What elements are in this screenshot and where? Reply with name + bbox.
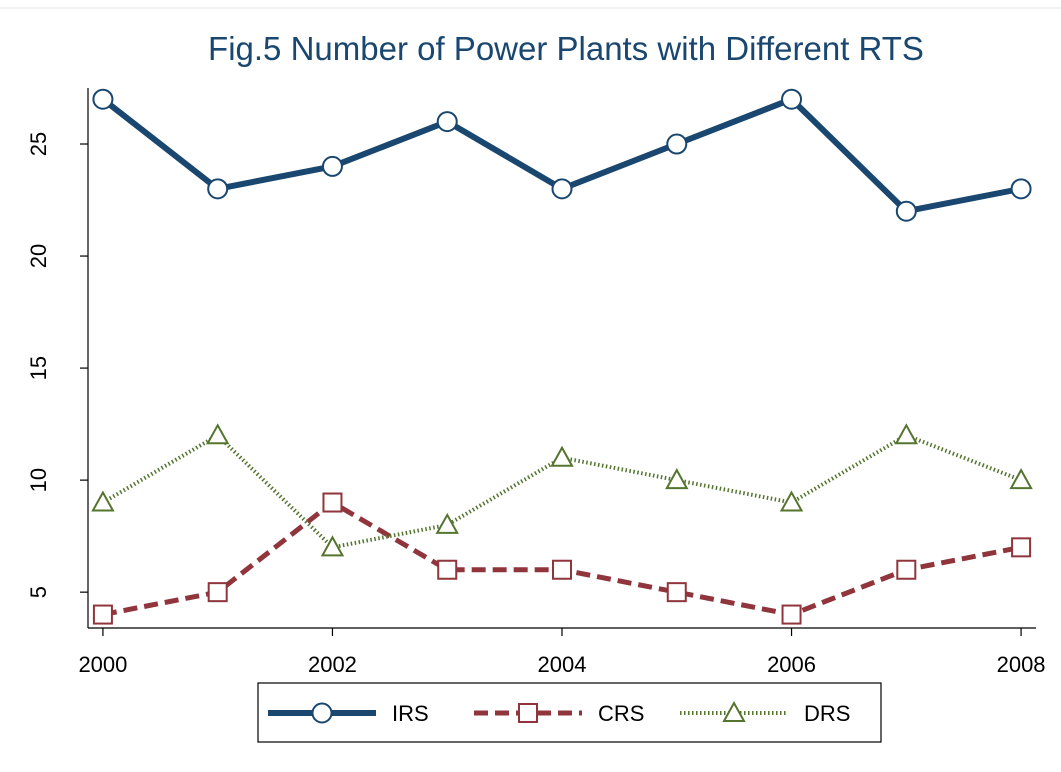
data-point — [1011, 537, 1032, 558]
data-point — [1010, 178, 1032, 200]
legend-marker — [311, 702, 333, 724]
data-point — [92, 88, 114, 110]
y-tick-label: 15 — [26, 356, 51, 380]
data-point — [552, 559, 572, 580]
x-tick-label: 2004 — [538, 652, 587, 677]
legend-marker — [722, 700, 746, 722]
legend-label: IRS — [392, 701, 429, 726]
legend-label: DRS — [804, 701, 850, 726]
data-point — [91, 490, 115, 512]
data-point — [551, 178, 573, 200]
data-point — [781, 88, 803, 110]
data-point — [207, 178, 229, 200]
y-tick-label: 10 — [26, 468, 51, 492]
data-point — [205, 423, 230, 445]
data-point — [894, 423, 919, 445]
data-point — [92, 604, 113, 625]
y-tick-label: 25 — [26, 132, 51, 156]
data-point — [666, 582, 687, 603]
chart-title: Fig.5 Number of Power Plants with Differ… — [208, 30, 924, 67]
data-point — [781, 604, 802, 625]
data-point — [895, 200, 917, 222]
data-point — [322, 492, 343, 513]
legend-marker — [518, 703, 538, 723]
data-point — [320, 535, 345, 557]
data-point — [550, 445, 574, 467]
x-tick-label: 2002 — [308, 652, 357, 677]
series-line — [102, 500, 1022, 618]
data-point — [1009, 468, 1033, 490]
y-tick-label: 5 — [26, 586, 51, 598]
data-point — [435, 512, 459, 534]
data-point — [666, 133, 688, 155]
data-point — [437, 559, 458, 580]
data-point — [321, 155, 343, 177]
data-point — [779, 490, 804, 512]
x-tick-label: 2006 — [767, 652, 816, 677]
legend-label: CRS — [598, 701, 644, 726]
x-tick-label: 2008 — [997, 652, 1046, 677]
x-tick-label: 2000 — [78, 652, 127, 677]
data-point — [896, 559, 917, 580]
data-point — [436, 111, 458, 133]
data-point — [665, 468, 689, 490]
y-tick-label: 20 — [26, 244, 51, 268]
data-point — [207, 582, 228, 603]
